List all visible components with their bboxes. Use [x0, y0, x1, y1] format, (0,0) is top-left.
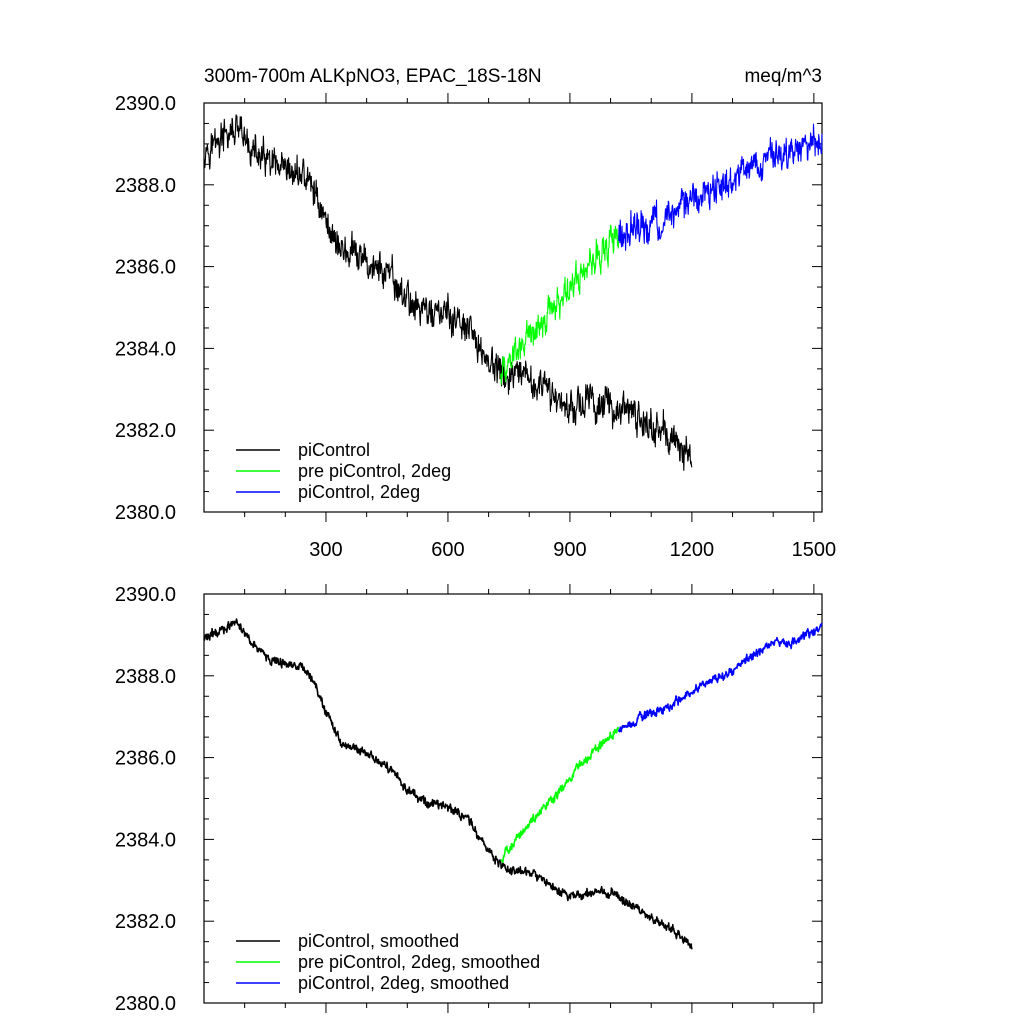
- y-tick-label: 2386.0: [115, 257, 176, 279]
- x-tick-label: 1200: [670, 539, 715, 561]
- y-tick-label: 2384.0: [115, 829, 176, 851]
- bottom-series-group: [203, 618, 823, 950]
- plot-frame: [203, 593, 823, 1004]
- y-tick-label: 2388.0: [115, 175, 176, 197]
- series-line: [500, 726, 620, 864]
- y-tick-label: 2388.0: [115, 666, 176, 688]
- y-tick-label: 2382.0: [115, 911, 176, 933]
- legend-label: piControl, 2deg: [298, 482, 420, 502]
- y-tick-label: 2380.0: [115, 993, 176, 1015]
- y-tick-label: 2390.0: [115, 93, 176, 115]
- series-line: [500, 224, 620, 385]
- y-tick-label: 2382.0: [115, 420, 176, 442]
- y-tick-label: 2380.0: [115, 502, 176, 524]
- series-line: [203, 114, 693, 471]
- series-line: [618, 123, 823, 251]
- legend-label: piControl, 2deg, smoothed: [298, 973, 509, 993]
- legend-label: piControl, smoothed: [298, 931, 459, 951]
- x-tick-label: 300: [309, 539, 342, 561]
- series-line: [617, 622, 823, 733]
- chart-title: 300m-700m ALKpNO3, EPAC_18S-18N: [204, 66, 542, 87]
- y-tick-label: 2390.0: [115, 584, 176, 606]
- x-tick-label: 900: [553, 539, 586, 561]
- y-tick-label: 2384.0: [115, 338, 176, 360]
- legend-label: pre piControl, 2deg: [298, 461, 451, 481]
- series-line: [203, 618, 693, 950]
- legend-label: pre piControl, 2deg, smoothed: [298, 952, 540, 972]
- top-axes: 2380.0 2382.0 2384.0 2386.0 2388.0 2390.0 300 6…: [115, 93, 836, 561]
- top-series-group: [203, 114, 823, 471]
- legend-label: piControl: [298, 440, 370, 460]
- bottom-panel: 2380.0 2382.0 2384.0 2386.0 2388.0 2390.0 piC…: [115, 584, 823, 1015]
- y-tick-label: 2386.0: [115, 748, 176, 770]
- x-tick-label: 600: [431, 539, 464, 561]
- units-label: meq/m^3: [744, 66, 822, 87]
- x-tick-label: 1500: [792, 539, 837, 561]
- top-panel: 300m-700m ALKpNO3, EPAC_18S-18N meq/m^3 …: [115, 66, 836, 561]
- bottom-axes: 2380.0 2382.0 2384.0 2386.0 2388.0 2390.0: [115, 584, 823, 1015]
